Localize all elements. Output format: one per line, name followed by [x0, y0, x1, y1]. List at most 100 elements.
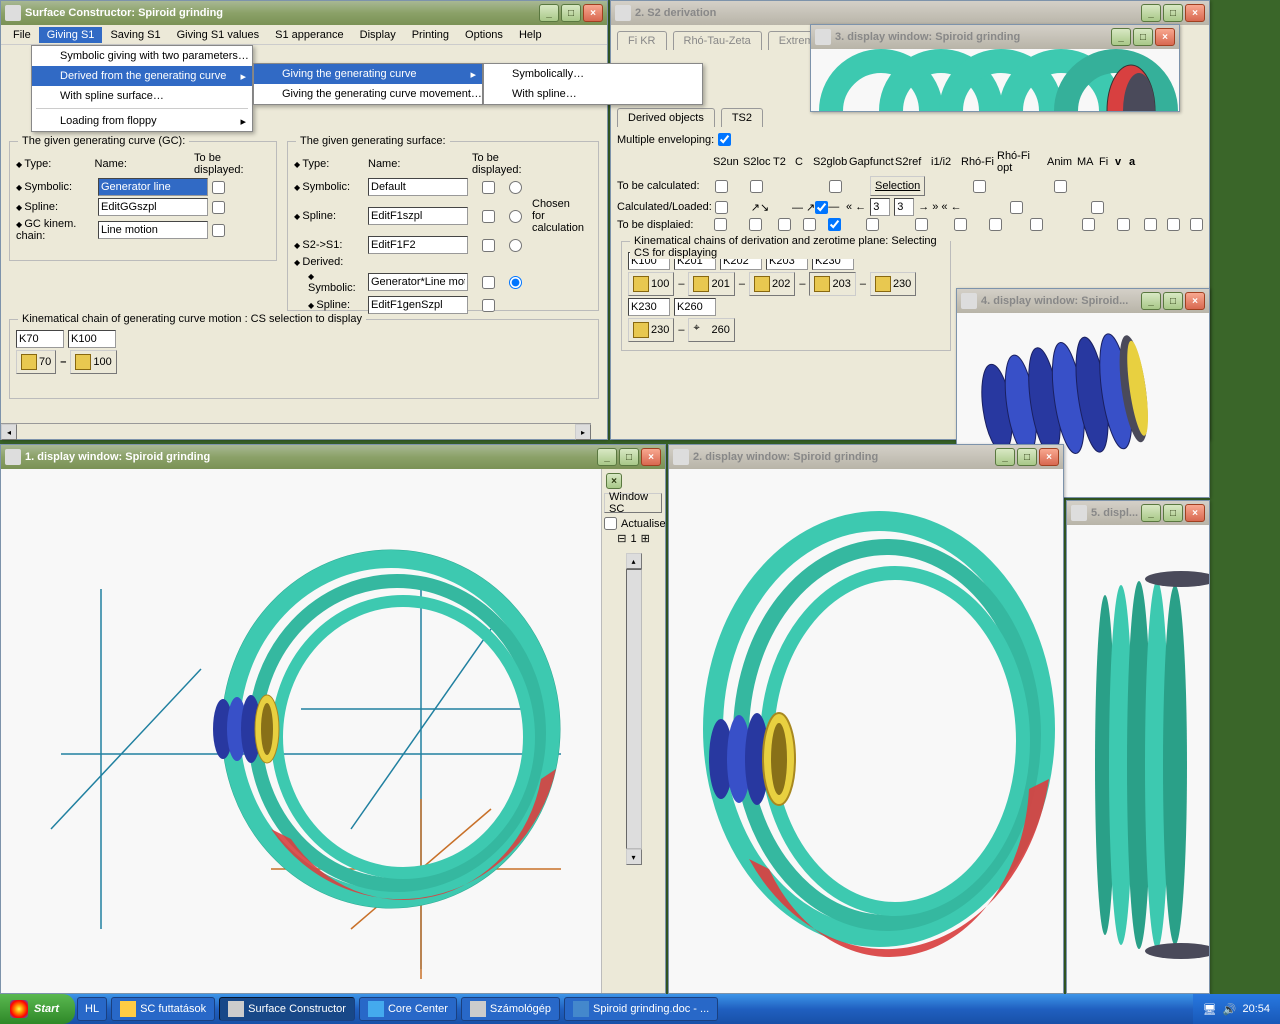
- maximize-button[interactable]: □: [1163, 292, 1183, 310]
- calc-check[interactable]: [1054, 180, 1067, 193]
- disp-check[interactable]: [915, 218, 928, 231]
- tray-icon[interactable]: 🖥: [1203, 1003, 1217, 1016]
- tray-icon[interactable]: 🔊: [1223, 1003, 1237, 1016]
- gc-symbolic-display-check[interactable]: [212, 181, 225, 194]
- tab-rho[interactable]: Rhó-Tau-Zeta: [673, 31, 762, 50]
- k-button[interactable]: 203: [809, 272, 855, 296]
- taskbar-item[interactable]: Surface Constructor: [219, 997, 355, 1021]
- gs-s2s1-check[interactable]: [482, 239, 495, 252]
- maximize-button[interactable]: □: [1163, 4, 1183, 22]
- tab-fikr[interactable]: Fi KR: [617, 31, 667, 50]
- tab-derived-objects[interactable]: Derived objects: [617, 108, 715, 127]
- menu-giving-s1-values[interactable]: Giving S1 values: [169, 27, 268, 43]
- titlebar[interactable]: 1. display window: Spiroid grinding _ □ …: [1, 445, 665, 469]
- gs-dspl-check[interactable]: [482, 299, 495, 312]
- minimize-button[interactable]: _: [597, 448, 617, 466]
- close-button[interactable]: ×: [1039, 448, 1059, 466]
- scroll-down-button[interactable]: ▾: [626, 849, 642, 865]
- system-tray[interactable]: 🖥 🔊 20:54: [1193, 994, 1280, 1024]
- loaded-check[interactable]: [1091, 201, 1104, 214]
- selection-button[interactable]: Selection: [870, 176, 925, 196]
- titlebar[interactable]: 3. display window: Spiroid grinding _ □ …: [811, 25, 1179, 49]
- viewport-5[interactable]: [1067, 525, 1209, 993]
- menu-derived-from-gc[interactable]: Derived from the generating curve▸: [32, 66, 252, 86]
- k-button[interactable]: 230: [628, 318, 674, 342]
- menu-with-spline[interactable]: With spline…: [484, 84, 702, 104]
- titlebar[interactable]: 2. display window: Spiroid grinding _ □ …: [669, 445, 1063, 469]
- loaded-check[interactable]: [1010, 201, 1023, 214]
- maximize-button[interactable]: □: [1017, 448, 1037, 466]
- maximize-button[interactable]: □: [619, 448, 639, 466]
- scroll-left-button[interactable]: ◂: [1, 424, 17, 440]
- scroll-right-button[interactable]: ▸: [575, 424, 591, 440]
- window-sc-button[interactable]: Window SC: [604, 493, 662, 513]
- loaded-check[interactable]: [715, 201, 728, 214]
- disp-check[interactable]: [714, 218, 727, 231]
- menu-s1-appearance[interactable]: S1 apperance: [267, 27, 352, 43]
- disp-check[interactable]: [1117, 218, 1130, 231]
- gs-dsym-radio[interactable]: [509, 276, 522, 289]
- menu-file[interactable]: File: [5, 27, 39, 43]
- gc-spline-display-check[interactable]: [212, 201, 225, 214]
- scroll-up-button[interactable]: ▴: [626, 553, 642, 569]
- k-button[interactable]: 202: [749, 272, 795, 296]
- titlebar[interactable]: 5. displ... _ □ ×: [1067, 501, 1209, 525]
- menu-symbolically[interactable]: Symbolically…: [484, 64, 702, 84]
- menu-options[interactable]: Options: [457, 27, 511, 43]
- tab-ts2[interactable]: TS2: [721, 108, 763, 127]
- panel-close-button[interactable]: ×: [606, 473, 622, 489]
- loaded-check[interactable]: [815, 201, 828, 214]
- menu-symbolic-two-params[interactable]: Symbolic giving with two parameters…: [32, 46, 252, 66]
- gs-s2s1-input[interactable]: [368, 236, 468, 254]
- minimize-button[interactable]: _: [1141, 4, 1161, 22]
- minimize-button[interactable]: _: [539, 4, 559, 22]
- viewport-3[interactable]: [811, 49, 1179, 111]
- scrollbar-track[interactable]: [626, 569, 642, 849]
- close-button[interactable]: ×: [1185, 4, 1205, 22]
- gs-spline-input[interactable]: [368, 207, 468, 225]
- disp-check[interactable]: [803, 218, 816, 231]
- taskbar-item[interactable]: Spiroid grinding.doc - ...: [564, 997, 718, 1021]
- menu-loading-floppy[interactable]: Loading from floppy▸: [32, 111, 252, 131]
- gs-dsym-check[interactable]: [482, 276, 495, 289]
- minimize-button[interactable]: _: [1141, 292, 1161, 310]
- gs-s2s1-radio[interactable]: [509, 239, 522, 252]
- disp-check[interactable]: [989, 218, 1002, 231]
- k-button[interactable]: 230: [870, 272, 916, 296]
- disp-check[interactable]: [954, 218, 967, 231]
- close-button[interactable]: ×: [1155, 28, 1175, 46]
- disp-check[interactable]: [778, 218, 791, 231]
- spin1-input[interactable]: [870, 198, 890, 216]
- k-button[interactable]: 100: [628, 272, 674, 296]
- k-input[interactable]: [674, 298, 716, 316]
- menu-saving-s1[interactable]: Saving S1: [102, 27, 168, 43]
- titlebar[interactable]: 4. display window: Spiroid... _ □ ×: [957, 289, 1209, 313]
- maximize-button[interactable]: □: [1163, 504, 1183, 522]
- gs-symbolic-input[interactable]: [368, 178, 468, 196]
- menu-printing[interactable]: Printing: [404, 27, 457, 43]
- gc-kinem-display-check[interactable]: [212, 224, 225, 237]
- taskbar-item[interactable]: SC futtatások: [111, 997, 215, 1021]
- k70-input[interactable]: [16, 330, 64, 348]
- gs-symbolic-radio[interactable]: [509, 181, 522, 194]
- taskbar-item[interactable]: HL: [77, 997, 107, 1021]
- close-button[interactable]: ×: [641, 448, 661, 466]
- menu-with-spline-surface[interactable]: With spline surface…: [32, 86, 252, 106]
- minimize-button[interactable]: _: [1111, 28, 1131, 46]
- menu-giving-s1[interactable]: Giving S1: [39, 27, 103, 43]
- k-button[interactable]: 201: [688, 272, 734, 296]
- k70-button[interactable]: 70: [16, 350, 56, 374]
- gs-dsym-input[interactable]: [368, 273, 468, 291]
- disp-check[interactable]: [828, 218, 841, 231]
- gc-kinem-input[interactable]: [98, 221, 208, 239]
- gs-spline-check[interactable]: [482, 210, 495, 223]
- start-button[interactable]: Start: [0, 994, 75, 1024]
- gc-spline-input[interactable]: [98, 198, 208, 216]
- gc-symbolic-input[interactable]: [98, 178, 208, 196]
- viewport-2[interactable]: [669, 469, 1063, 993]
- calc-check[interactable]: [715, 180, 728, 193]
- k-button[interactable]: ⌖260: [688, 318, 734, 342]
- minimize-button[interactable]: _: [995, 448, 1015, 466]
- titlebar[interactable]: 2. S2 derivation _ □ ×: [611, 1, 1209, 25]
- actualise-check[interactable]: [604, 517, 617, 530]
